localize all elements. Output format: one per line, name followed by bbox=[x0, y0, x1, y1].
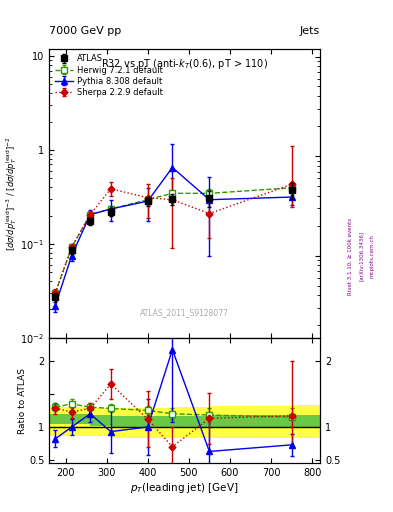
Text: Rivet 3.1.10, ≥ 100k events: Rivet 3.1.10, ≥ 100k events bbox=[348, 218, 353, 294]
Text: [arXiv:1306.3436]: [arXiv:1306.3436] bbox=[359, 231, 364, 281]
Text: ATLAS_2011_S9128077: ATLAS_2011_S9128077 bbox=[140, 308, 229, 317]
Y-axis label: Ratio to ATLAS: Ratio to ATLAS bbox=[18, 368, 28, 434]
Text: 7000 GeV pp: 7000 GeV pp bbox=[49, 26, 121, 36]
Text: mcplots.cern.ch: mcplots.cern.ch bbox=[370, 234, 375, 278]
X-axis label: $p_T$(leading jet) [GeV]: $p_T$(leading jet) [GeV] bbox=[130, 481, 239, 495]
Y-axis label: $[d\sigma/dp_T^{\rm lead}]^{-3}$ / $[d\sigma/dp_T^{\rm lead}]^{-2}$: $[d\sigma/dp_T^{\rm lead}]^{-3}$ / $[d\s… bbox=[4, 136, 19, 251]
Text: Jets: Jets bbox=[300, 26, 320, 36]
Legend: ATLAS, Herwig 7.2.1 default, Pythia 8.308 default, Sherpa 2.2.9 default: ATLAS, Herwig 7.2.1 default, Pythia 8.30… bbox=[53, 53, 164, 98]
Text: R32 vs pT (anti-$k_T$(0.6), pT > 110): R32 vs pT (anti-$k_T$(0.6), pT > 110) bbox=[101, 57, 268, 71]
